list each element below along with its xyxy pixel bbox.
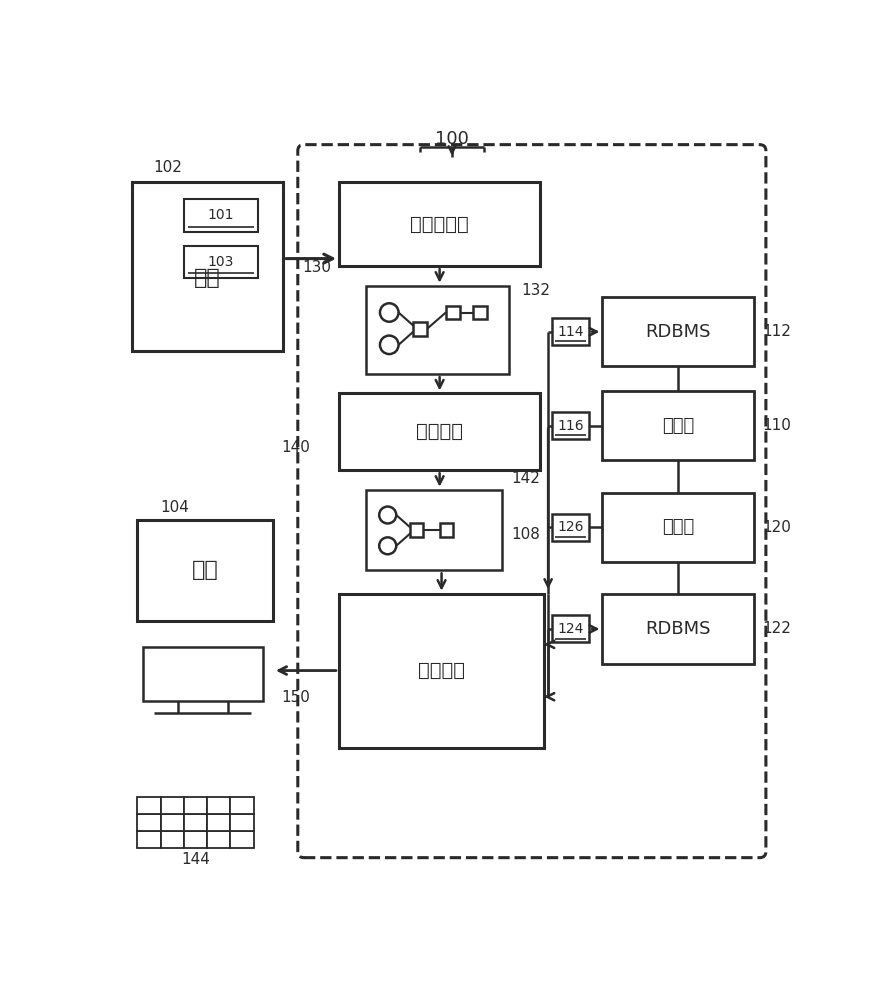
Text: 116: 116: [557, 419, 584, 433]
Bar: [552, 514, 589, 541]
Bar: [445, 306, 460, 319]
Bar: [230, 797, 254, 814]
Bar: [183, 814, 207, 831]
Text: 104: 104: [161, 500, 190, 515]
Text: 144: 144: [181, 852, 210, 867]
Bar: [207, 814, 230, 831]
Bar: [138, 831, 161, 848]
Text: 124: 124: [557, 622, 584, 636]
Bar: [230, 814, 254, 831]
Bar: [552, 412, 589, 439]
Text: RDBMS: RDBMS: [646, 620, 711, 638]
Bar: [161, 831, 183, 848]
Text: 执行引擎: 执行引擎: [418, 661, 465, 680]
Bar: [602, 297, 753, 366]
Bar: [207, 831, 230, 848]
Bar: [207, 797, 230, 814]
Bar: [183, 797, 207, 814]
Bar: [473, 306, 487, 319]
Text: 查询计划器: 查询计划器: [410, 214, 469, 233]
Text: 生成引擎: 生成引擎: [416, 422, 463, 441]
Bar: [339, 182, 541, 266]
Text: 110: 110: [763, 418, 792, 433]
Bar: [138, 814, 161, 831]
Text: 108: 108: [512, 527, 541, 542]
Bar: [602, 493, 753, 562]
Text: 数据源: 数据源: [662, 518, 694, 536]
Text: 140: 140: [281, 440, 310, 455]
Bar: [552, 318, 589, 345]
Text: 114: 114: [557, 325, 584, 339]
Text: 126: 126: [557, 520, 584, 534]
Bar: [230, 831, 254, 848]
Bar: [161, 814, 183, 831]
Bar: [183, 831, 207, 848]
Circle shape: [379, 507, 396, 523]
Bar: [552, 615, 589, 642]
Text: 101: 101: [207, 208, 234, 222]
Bar: [366, 490, 502, 570]
Text: 142: 142: [512, 471, 541, 486]
Text: RDBMS: RDBMS: [646, 323, 711, 341]
Text: 103: 103: [207, 255, 234, 269]
Bar: [366, 286, 510, 374]
Text: 130: 130: [303, 260, 332, 275]
Circle shape: [380, 303, 399, 322]
Text: 120: 120: [763, 520, 792, 535]
Bar: [414, 322, 427, 336]
Circle shape: [380, 336, 399, 354]
Bar: [339, 393, 541, 470]
Text: 102: 102: [153, 160, 182, 175]
Bar: [161, 797, 183, 814]
Text: 查询: 查询: [194, 268, 220, 288]
Bar: [339, 594, 544, 748]
Bar: [132, 182, 283, 351]
Text: 100: 100: [435, 130, 469, 148]
Bar: [138, 797, 161, 814]
Circle shape: [379, 537, 396, 554]
Text: 132: 132: [521, 283, 550, 298]
Text: 150: 150: [281, 690, 310, 705]
Bar: [410, 523, 423, 537]
Bar: [602, 391, 753, 460]
Text: 结果: 结果: [191, 560, 219, 580]
Bar: [138, 520, 273, 620]
Bar: [183, 246, 258, 278]
Text: 数据源: 数据源: [662, 417, 694, 435]
Bar: [143, 647, 263, 701]
Bar: [439, 523, 452, 537]
Text: 122: 122: [763, 621, 792, 636]
Bar: [602, 594, 753, 664]
Text: 112: 112: [763, 324, 792, 339]
Bar: [183, 199, 258, 232]
